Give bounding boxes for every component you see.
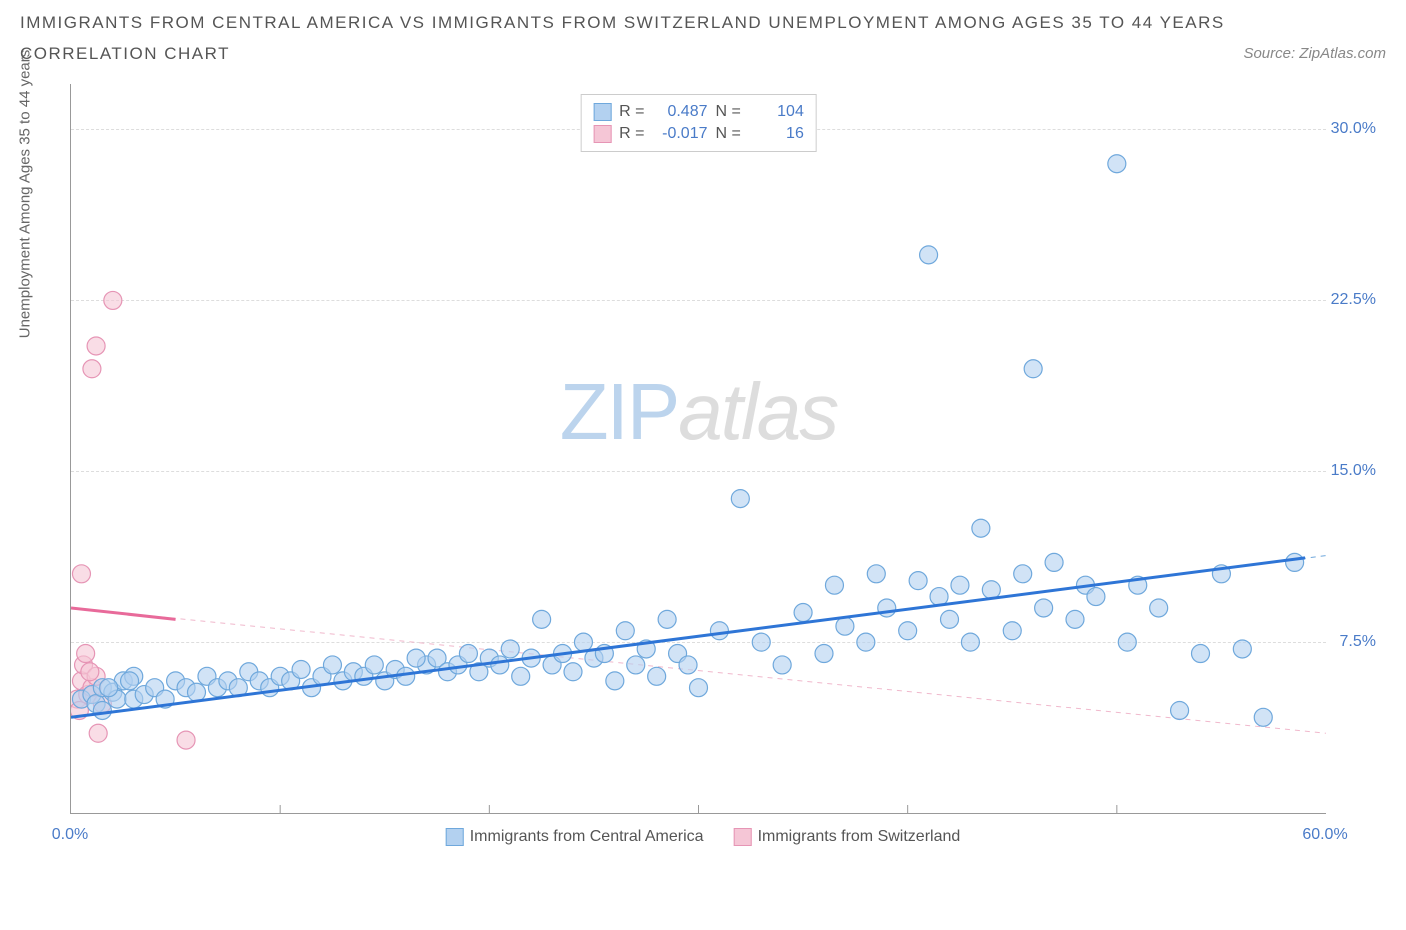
y-tick-label: 22.5% [1331, 291, 1376, 309]
source-attribution: Source: ZipAtlas.com [1243, 45, 1386, 62]
y-tick-label: 30.0% [1331, 120, 1376, 138]
y-tick-label: 15.0% [1331, 462, 1376, 480]
swatch-series1 [593, 103, 611, 121]
r-value-series1: 0.487 [653, 103, 708, 121]
legend-item-series2: Immigrants from Switzerland [734, 828, 961, 846]
legend-label-series2: Immigrants from Switzerland [758, 828, 961, 846]
swatch-series1 [446, 828, 464, 846]
n-value-series1: 104 [749, 103, 804, 121]
stats-legend-box: R = 0.487 N = 104 R = -0.017 N = 16 [580, 94, 817, 152]
r-value-series2: -0.017 [653, 125, 708, 143]
legend-item-series1: Immigrants from Central America [446, 828, 704, 846]
y-tick-label: 7.5% [1340, 633, 1376, 651]
swatch-series2 [734, 828, 752, 846]
x-tick-label: 0.0% [52, 826, 88, 844]
chart-container: Unemployment Among Ages 35 to 44 years Z… [20, 74, 1386, 874]
n-value-series2: 16 [749, 125, 804, 143]
bottom-legend: Immigrants from Central America Immigran… [446, 828, 961, 846]
r-label: R = [619, 103, 644, 121]
legend-label-series1: Immigrants from Central America [470, 828, 704, 846]
stats-row-series1: R = 0.487 N = 104 [593, 101, 804, 123]
chart-subtitle: CORRELATION CHART [20, 44, 230, 64]
n-label: N = [716, 125, 741, 143]
stats-row-series2: R = -0.017 N = 16 [593, 123, 804, 145]
chart-title: IMMIGRANTS FROM CENTRAL AMERICA VS IMMIG… [20, 10, 1386, 36]
r-label: R = [619, 125, 644, 143]
header: IMMIGRANTS FROM CENTRAL AMERICA VS IMMIG… [0, 0, 1406, 64]
n-label: N = [716, 103, 741, 121]
y-axis-label: Unemployment Among Ages 35 to 44 years [17, 49, 34, 338]
x-tick-label: 60.0% [1302, 826, 1347, 844]
plot-area: ZIPatlas R = 0.487 N = 104 R = -0.017 N … [70, 84, 1326, 814]
swatch-series2 [593, 125, 611, 143]
scatter-plot-svg [71, 84, 1326, 813]
